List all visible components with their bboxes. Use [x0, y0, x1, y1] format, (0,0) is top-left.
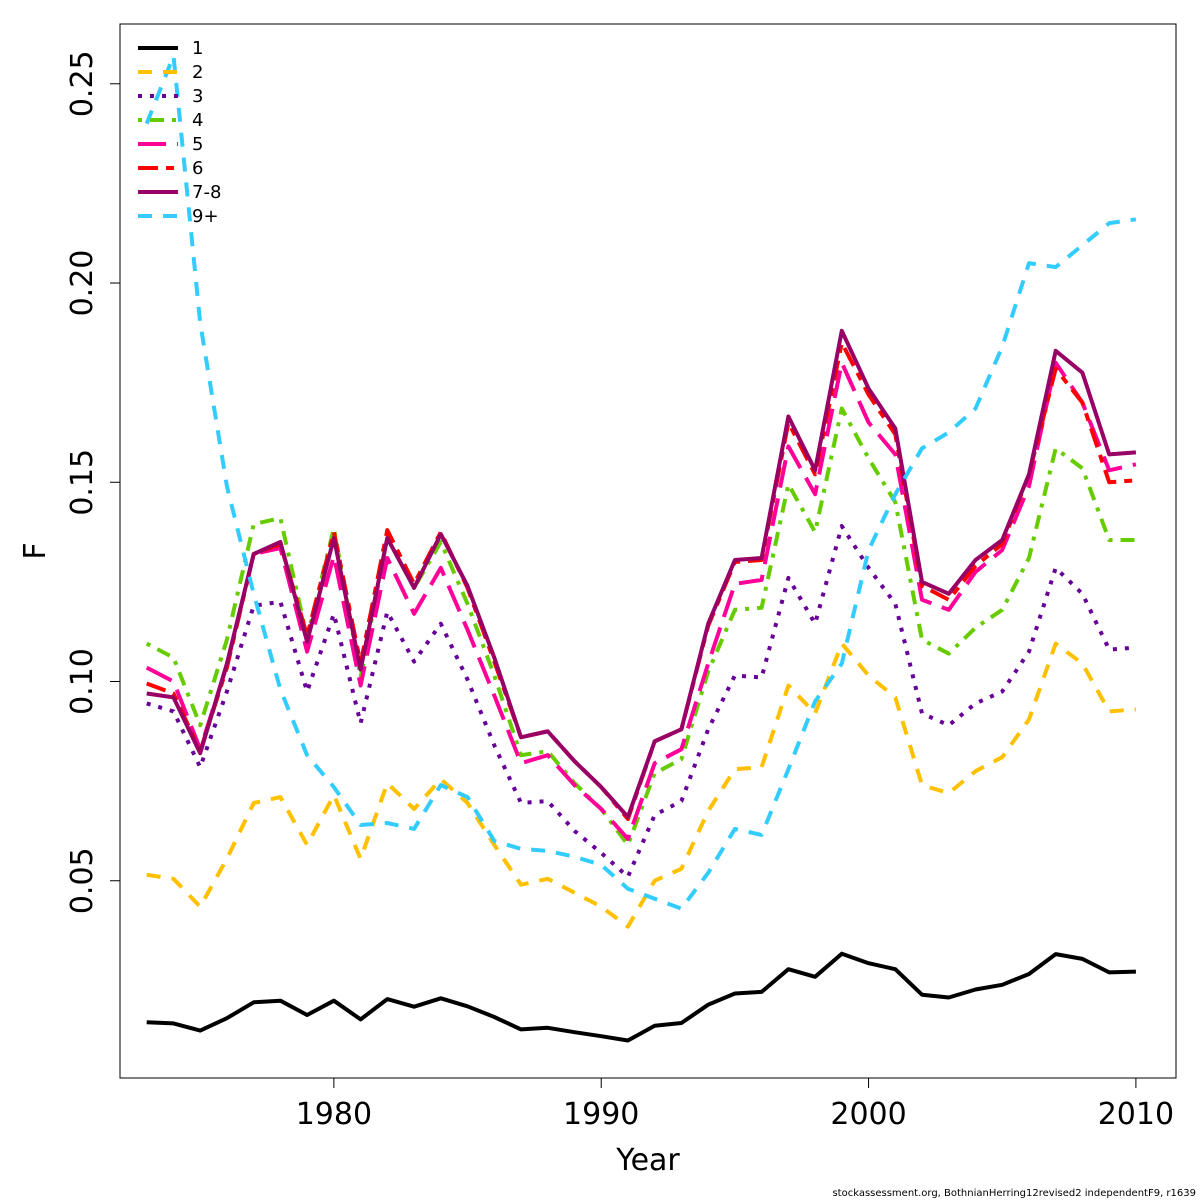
legend-label: 7-8 — [192, 182, 221, 203]
legend-label: 3 — [192, 86, 203, 107]
x-tick-label: 1980 — [296, 1097, 372, 1132]
y-tick-label: 0.05 — [65, 847, 100, 914]
y-tick-label: 0.25 — [65, 50, 100, 117]
series-layer — [144, 53, 1137, 1043]
y-tick-label: 0.20 — [65, 250, 100, 317]
footer-credit: stockassessment.org, BothnianHerring12re… — [832, 1188, 1196, 1199]
series-line-7-8 — [146, 328, 1137, 819]
legend-item-3: 3 — [138, 86, 203, 107]
y-tick-label: 0.15 — [65, 449, 100, 516]
y-axis-title: F — [18, 542, 53, 559]
x-tick-label: 2010 — [1098, 1097, 1174, 1132]
legend-label: 4 — [192, 110, 203, 131]
legend-item-6: 6 — [138, 158, 203, 179]
legend: 1 2 3 4 5 6 7-8 9+ — [138, 38, 221, 227]
series-line-4 — [145, 406, 1136, 847]
series-line-3 — [146, 524, 1137, 879]
x-axis: 1980 1990 2000 2010 — [296, 1077, 1174, 1132]
legend-label: 9+ — [192, 206, 219, 227]
legend-item-7-8: 7-8 — [138, 182, 221, 203]
x-axis-title: Year — [615, 1143, 680, 1178]
legend-item-5: 5 — [138, 134, 203, 155]
y-tick-label: 0.10 — [65, 648, 100, 715]
x-tick-label: 2000 — [830, 1097, 906, 1132]
legend-item-2: 2 — [138, 62, 203, 83]
series-line-5 — [145, 360, 1137, 841]
legend-label: 5 — [192, 134, 203, 155]
series-line-1 — [146, 951, 1136, 1043]
series-line-2 — [146, 641, 1137, 929]
legend-label: 1 — [192, 38, 203, 59]
y-axis: 0.05 0.10 0.15 0.20 0.25 — [65, 50, 121, 914]
legend-item-1: 1 — [138, 38, 203, 59]
legend-item-9: 9+ — [138, 206, 219, 227]
legend-label: 6 — [192, 158, 203, 179]
legend-label: 2 — [192, 62, 203, 83]
x-tick-label: 1990 — [563, 1097, 639, 1132]
legend-item-4: 4 — [138, 110, 203, 131]
